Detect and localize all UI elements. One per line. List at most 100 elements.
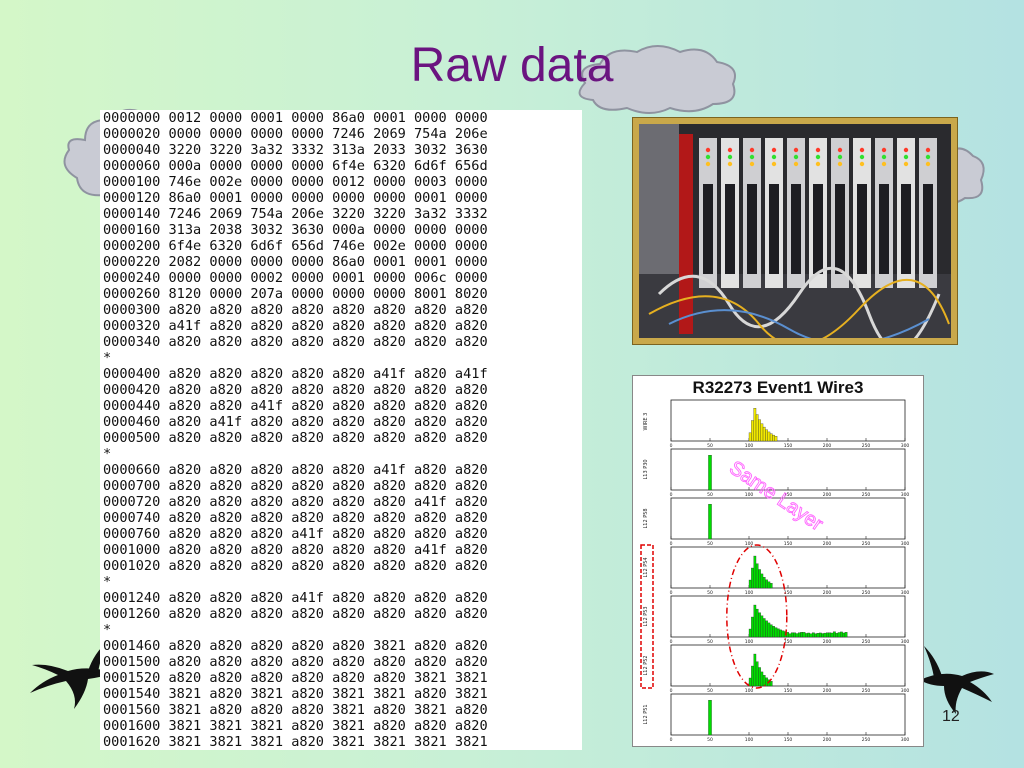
- histogram-panel-label: L12 P52: [643, 655, 649, 675]
- x-tick-label: 0: [670, 639, 673, 645]
- histogram-panel-label: L13 P30: [643, 459, 649, 479]
- x-tick-label: 250: [862, 492, 871, 498]
- hex-dump-line: 0000420 a820 a820 a820 a820 a820 a820 a8…: [103, 382, 488, 398]
- histogram-bar: [765, 677, 768, 687]
- x-tick-label: 150: [784, 639, 793, 645]
- histogram-frame: [670, 399, 906, 442]
- histogram-bar: [788, 633, 792, 638]
- histogram-bar: [844, 632, 848, 638]
- x-tick-label: 0: [670, 737, 673, 743]
- histogram-bar: [769, 624, 773, 638]
- histogram-bar: [751, 616, 754, 638]
- hex-dump-line: 0000120 86a0 0001 0000 0000 0000 0000 00…: [103, 190, 488, 206]
- histogram-bar: [830, 632, 834, 638]
- peak-highlight-ellipse: [726, 544, 788, 689]
- hex-dump-line: 0000040 3220 3220 3a32 3332 313a 2033 30…: [103, 142, 488, 158]
- hex-dump-line: 0000700 a820 a820 a820 a820 a820 a820 a8…: [103, 478, 488, 494]
- hex-dump-line: *: [103, 574, 112, 590]
- hex-dump-line: 0000140 7246 2069 754a 206e 3220 3220 3a…: [103, 206, 488, 222]
- histogram-bar: [753, 555, 757, 589]
- histogram-panel-label: L12 P58: [643, 508, 649, 528]
- hex-dump-line: 0000400 a820 a820 a820 a820 a820 a41f a8…: [103, 366, 488, 382]
- histogram-bar: [807, 632, 810, 638]
- histogram-bar: [767, 581, 771, 589]
- x-tick-label: 250: [862, 688, 871, 694]
- x-tick-label: 200: [823, 492, 832, 498]
- slide-title: Raw data: [410, 39, 614, 92]
- histogram-frame: [670, 448, 906, 491]
- x-tick-label: 100: [745, 688, 754, 694]
- histogram-bar: [762, 618, 766, 638]
- x-tick-label: 300: [901, 443, 910, 449]
- histogram-bar: [840, 631, 843, 638]
- histogram-bar: [755, 414, 759, 442]
- hex-dump-line: 0000760 a820 a820 a820 a41f a820 a820 a8…: [103, 526, 488, 542]
- histogram-bar: [802, 632, 806, 638]
- histogram-bar: [779, 629, 782, 638]
- histogram-bar: [758, 612, 761, 638]
- histogram-bar: [765, 620, 768, 638]
- histogram-bar: [826, 632, 829, 638]
- hex-dump-line: *: [103, 350, 112, 366]
- histogram-bar: [772, 626, 775, 638]
- histogram-bar: [809, 633, 813, 638]
- histogram-bar: [760, 423, 764, 442]
- hex-dump-line: 0000260 8120 0000 207a 0000 0000 0000 80…: [103, 286, 488, 302]
- histogram-bar: [758, 667, 761, 687]
- hex-dump-line: 0001460 a820 a820 a820 a820 a820 3821 a8…: [103, 638, 488, 654]
- hex-dump-line: 0001520 a820 a820 a820 a820 a820 a820 38…: [103, 670, 488, 686]
- x-tick-label: 200: [823, 541, 832, 547]
- histogram-spike: [708, 699, 712, 736]
- histogram-bar: [767, 431, 771, 442]
- histogram-bar: [758, 569, 761, 589]
- histogram-bar: [751, 665, 754, 687]
- page-number: 12: [942, 708, 960, 725]
- hex-dump-line: 0001000 a820 a820 a820 a820 a820 a820 a4…: [103, 542, 488, 558]
- histogram-spike: [708, 503, 712, 540]
- histogram-bar: [772, 434, 775, 442]
- x-tick-label: 100: [745, 590, 754, 596]
- hex-dump-line: 0000460 a820 a41f a820 a820 a820 a820 a8…: [103, 414, 488, 430]
- histogram-frame: [670, 595, 906, 638]
- x-tick-label: 200: [823, 639, 832, 645]
- histogram-bar: [760, 573, 764, 589]
- hex-dump-line: 0000060 000a 0000 0000 0000 6f4e 6320 6d…: [103, 158, 488, 174]
- histogram-bar: [748, 677, 752, 687]
- electronics-crate-photo: [639, 124, 951, 351]
- histogram-bar: [769, 433, 773, 442]
- histogram-bar: [769, 583, 773, 589]
- histogram-bar: [786, 632, 789, 638]
- hex-dump-line: 0001500 a820 a820 a820 a820 a820 a820 a8…: [103, 654, 488, 670]
- histogram-panel-label: L12 P54: [643, 557, 649, 577]
- x-tick-label: 100: [745, 639, 754, 645]
- hex-dump-panel: 0000000 0012 0000 0001 0000 86a0 0001 00…: [100, 110, 582, 750]
- histogram-panel-label: L12 P53: [643, 606, 649, 626]
- hex-dump-line: 0000320 a41f a820 a820 a820 a820 a820 a8…: [103, 318, 488, 334]
- histogram-bar: [765, 429, 768, 442]
- hex-dump-line: 0000740 a820 a820 a820 a820 a820 a820 a8…: [103, 510, 488, 526]
- x-tick-label: 200: [823, 737, 832, 743]
- hex-dump-line: 0001600 3821 3821 3821 a820 3821 a820 a8…: [103, 718, 488, 734]
- histogram-bar: [816, 633, 820, 638]
- histogram-bar: [776, 628, 780, 638]
- hex-dump-line: 0000340 a820 a820 a820 a820 a820 a820 a8…: [103, 334, 488, 350]
- histogram-bar: [812, 632, 815, 638]
- hex-dump-line: 0001620 3821 3821 3821 a820 3821 3821 38…: [103, 734, 488, 750]
- hex-dump-line: *: [103, 446, 112, 462]
- label-highlight-box: [640, 544, 654, 689]
- histogram-bar: [823, 632, 827, 638]
- histogram-bar: [758, 419, 761, 442]
- histogram-bar: [760, 671, 764, 687]
- cloud-title: [578, 45, 736, 114]
- histogram-bar: [842, 632, 846, 638]
- hex-dump-line: 0000200 6f4e 6320 6d6f 656d 746e 002e 00…: [103, 238, 488, 254]
- hex-dump-line: 0001020 a820 a820 a820 a820 a820 a820 a8…: [103, 558, 488, 574]
- histogram-bar: [797, 632, 801, 638]
- histogram-bar: [814, 633, 818, 638]
- x-tick-label: 50: [707, 443, 713, 449]
- hex-dump-line: 0000660 a820 a820 a820 a820 a820 a41f a8…: [103, 462, 488, 478]
- x-tick-label: 50: [707, 639, 713, 645]
- x-tick-label: 250: [862, 541, 871, 547]
- histogram-bar: [800, 632, 803, 638]
- histogram-frame: [670, 546, 906, 589]
